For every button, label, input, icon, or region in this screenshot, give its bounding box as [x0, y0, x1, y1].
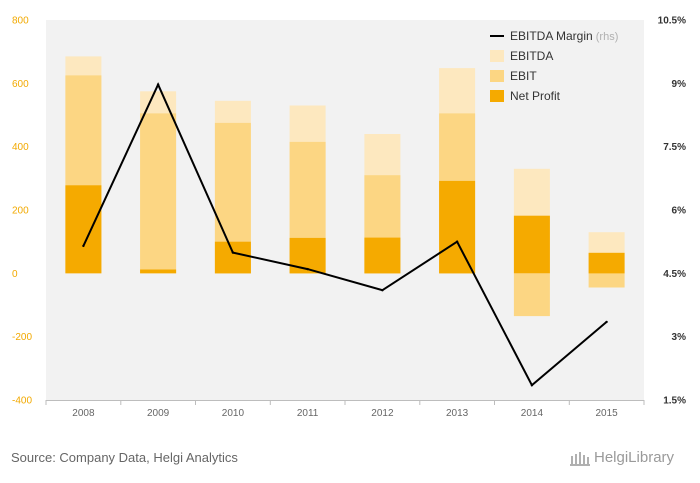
ebit-bar-2014	[513, 273, 550, 317]
legend-ebitda-margin-label: EBITDA Margin (rhs)	[510, 29, 618, 43]
left-axis: 800 600 400 200 0 -200 -400	[12, 16, 32, 407]
ebit-bar-2015	[588, 273, 625, 288]
ebitda-margin-point-2009	[156, 83, 160, 86]
right-tick-label: 7.5%	[663, 142, 686, 153]
ebitda-margin-point-2011	[306, 267, 309, 271]
left-tick-label: 800	[12, 16, 29, 27]
x-tick-label-2015: 2015	[595, 408, 618, 419]
ebitda-margin-line	[82, 82, 608, 387]
net-profit-bar-2015	[588, 252, 625, 274]
legend-net-profit-label: Net Profit	[510, 89, 561, 103]
right-tick-label: 10.5%	[658, 16, 686, 27]
net-profit-bar-2014	[513, 215, 550, 274]
net-profit-bar-2013	[439, 180, 476, 274]
legend-ebit-label: EBIT	[510, 69, 537, 83]
net-profit-bar-2011	[289, 237, 326, 274]
helgi-library-logo: HelgiLibrary	[570, 449, 674, 466]
right-tick-label: 3%	[672, 332, 687, 343]
bars-layer	[65, 56, 625, 317]
ebitda-margin-point-2015	[605, 320, 608, 324]
source-note: Source: Company Data, Helgi Analytics	[11, 450, 238, 465]
right-tick-label: 6%	[672, 206, 687, 217]
ebitda-margin-point-2008	[82, 244, 85, 248]
right-tick-label: 4.5%	[663, 269, 686, 280]
ebit-bar-2009	[140, 113, 177, 274]
logo-text: HelgiLibrary	[594, 449, 675, 466]
legend: EBITDA Margin (rhs) EBITDA EBIT Net Profit	[490, 29, 618, 103]
legend-ebitda-swatch	[490, 50, 504, 62]
right-axis: 10.5% 9% 7.5% 6% 4.5% 3% 1.5%	[658, 16, 686, 407]
x-tick-label-2010: 2010	[222, 408, 245, 419]
x-tick-label-2013: 2013	[446, 408, 469, 419]
line-layer	[82, 82, 608, 387]
net-profit-bar-2008	[65, 185, 102, 274]
right-tick-label: 1.5%	[663, 396, 686, 407]
net-profit-bar-2012	[364, 237, 401, 274]
legend-ebit-swatch	[490, 70, 504, 82]
left-tick-label: 0	[12, 269, 18, 280]
left-tick-label: 400	[12, 142, 29, 153]
legend-net-profit-swatch	[490, 90, 504, 102]
left-tick-label: -200	[12, 332, 32, 343]
left-tick-label: -400	[12, 396, 32, 407]
ebitda-margin-point-2013	[455, 240, 459, 243]
left-tick-label: 600	[12, 79, 29, 90]
x-tick-label-2012: 2012	[371, 408, 394, 419]
x-tick-label-2008: 2008	[72, 408, 95, 419]
ebitda-margin-point-2012	[381, 289, 384, 292]
chart: 2008 2009 2010 2011 2012 2013 2014 2015 800 600 4…	[12, 16, 686, 420]
net-profit-bar-2010	[214, 241, 251, 274]
x-tick-marks: 2008 2009 2010 2011 2012 2013 2014 2015	[45, 400, 645, 419]
legend-rhs-note: (rhs)	[593, 31, 619, 43]
right-tick-label: 9%	[672, 79, 687, 90]
net-profit-bar-2009	[140, 269, 177, 274]
legend-ebitda-label: EBITDA	[510, 49, 553, 63]
x-tick-label-2011: 2011	[297, 408, 319, 419]
x-tick-label-2009: 2009	[147, 408, 170, 419]
library-building-icon	[570, 451, 590, 466]
plot-background	[46, 20, 644, 400]
left-tick-label: 200	[12, 206, 29, 217]
x-tick-label-2014: 2014	[521, 408, 544, 419]
ebitda-margin-point-2014	[530, 384, 534, 387]
ebitda-margin-point-2010	[231, 251, 235, 254]
